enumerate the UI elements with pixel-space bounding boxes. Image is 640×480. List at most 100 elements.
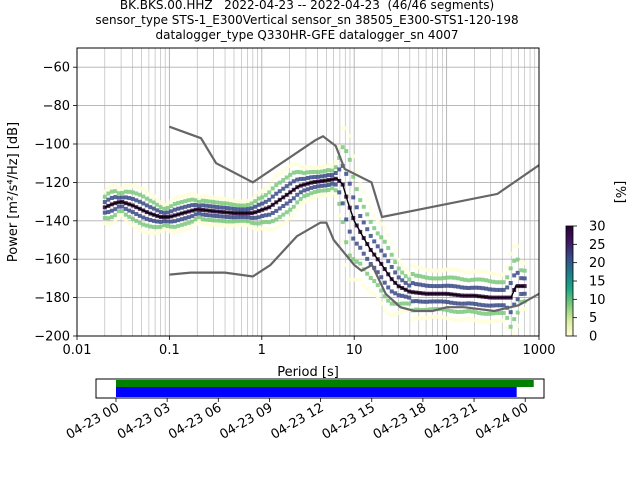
psd-cell: [165, 228, 170, 233]
psd-cell: [172, 224, 177, 229]
psd-cell: [298, 203, 303, 208]
psd-cell: [365, 256, 370, 261]
psd-cell: [144, 230, 149, 235]
psd-cell: [470, 269, 475, 274]
psd-cell: [424, 307, 429, 312]
psd-cell: [389, 301, 394, 306]
psd-cell: [207, 217, 212, 222]
psd-cell: [323, 193, 328, 198]
psd-cell: [120, 186, 125, 191]
psd-cell: [242, 222, 247, 227]
psd-cell: [207, 204, 212, 209]
psd-cell: [508, 310, 513, 315]
psd-cell: [169, 219, 174, 224]
psd-cell: [379, 248, 384, 253]
psd-cell: [410, 299, 415, 304]
psd-cell: [498, 303, 503, 308]
psd-cell: [442, 315, 447, 320]
psd-cell: [326, 187, 331, 192]
psd-cell: [246, 219, 251, 224]
psd-cell: [239, 222, 244, 227]
psd-cell: [428, 315, 433, 320]
psd-cell: [137, 227, 142, 232]
psd-cell: [242, 218, 247, 223]
psd-cell: [351, 277, 356, 282]
psd-cell: [155, 225, 160, 230]
psd-cell: [186, 198, 191, 203]
psd-cell: [358, 261, 363, 266]
psd-cell: [214, 214, 219, 219]
psd-cell: [186, 192, 191, 197]
psd-cell: [298, 176, 303, 181]
psd-cell: [151, 231, 156, 236]
psd-cell: [421, 299, 426, 304]
psd-cell: [312, 170, 317, 175]
psd-cell: [368, 290, 373, 295]
psd-cell: [403, 280, 408, 285]
psd-cell: [522, 307, 527, 312]
coverage-bar-processed: [116, 387, 517, 397]
psd-cell: [330, 168, 335, 173]
psd-cell: [253, 204, 258, 209]
psd-cell: [333, 159, 338, 164]
psd-cell: [197, 215, 202, 220]
psd-cell: [277, 172, 282, 177]
mean-psd: [104, 177, 525, 299]
psd-cell: [480, 286, 485, 291]
psd-cell: [158, 205, 163, 210]
psd-cell: [291, 170, 296, 175]
psd-cell: [267, 197, 272, 202]
psd-cell: [130, 223, 135, 228]
psd-cell: [424, 267, 429, 272]
psd-cell: [519, 268, 524, 273]
psd-cell: [382, 280, 387, 285]
psd-cell: [361, 220, 366, 225]
psd-cell: [442, 283, 447, 288]
psd-cell: [508, 281, 513, 286]
psd-cell: [295, 177, 300, 182]
psd-cell: [358, 214, 363, 219]
psd-cell: [375, 244, 380, 249]
psd-cell: [501, 318, 506, 323]
psd-cell: [298, 170, 303, 175]
psd-cell: [274, 208, 279, 213]
psd-cell: [225, 201, 230, 206]
psd-cell: [442, 299, 447, 304]
colorbar-tick-label: 30: [589, 220, 606, 235]
psd-cell: [393, 249, 398, 254]
psd-cell: [407, 271, 412, 276]
psd-cell: [417, 299, 422, 304]
psd-cell: [389, 240, 394, 245]
psd-cell: [435, 314, 440, 319]
psd-cell: [487, 303, 492, 308]
psd-cell: [424, 275, 429, 280]
psd-cell: [463, 277, 468, 282]
psd-cell: [176, 206, 181, 211]
psd-cell: [358, 182, 363, 187]
psd-cell: [193, 198, 198, 203]
psd-cell: [298, 196, 303, 201]
psd-cell: [333, 171, 338, 176]
psd-cell: [463, 285, 468, 290]
psd-cell: [246, 198, 251, 203]
psd-cell: [400, 278, 405, 283]
psd-cell: [102, 215, 107, 220]
psd-cell: [386, 311, 391, 316]
psd-cell: [183, 204, 188, 209]
psd-cell: [260, 195, 265, 200]
psd-cell: [424, 315, 429, 320]
psd-cell: [445, 275, 450, 280]
psd-cell: [190, 197, 195, 202]
psd-cell: [102, 200, 107, 205]
psd-cell: [151, 206, 156, 211]
psd-cell: [127, 208, 132, 213]
psd-cell: [225, 223, 230, 228]
psd-cell: [372, 239, 377, 244]
psd-cell: [141, 229, 146, 234]
psd-cell: [214, 195, 219, 200]
psd-cell: [260, 220, 265, 225]
psd-cell: [407, 277, 412, 282]
psd-cell: [459, 285, 464, 290]
psd-cell: [459, 301, 464, 306]
